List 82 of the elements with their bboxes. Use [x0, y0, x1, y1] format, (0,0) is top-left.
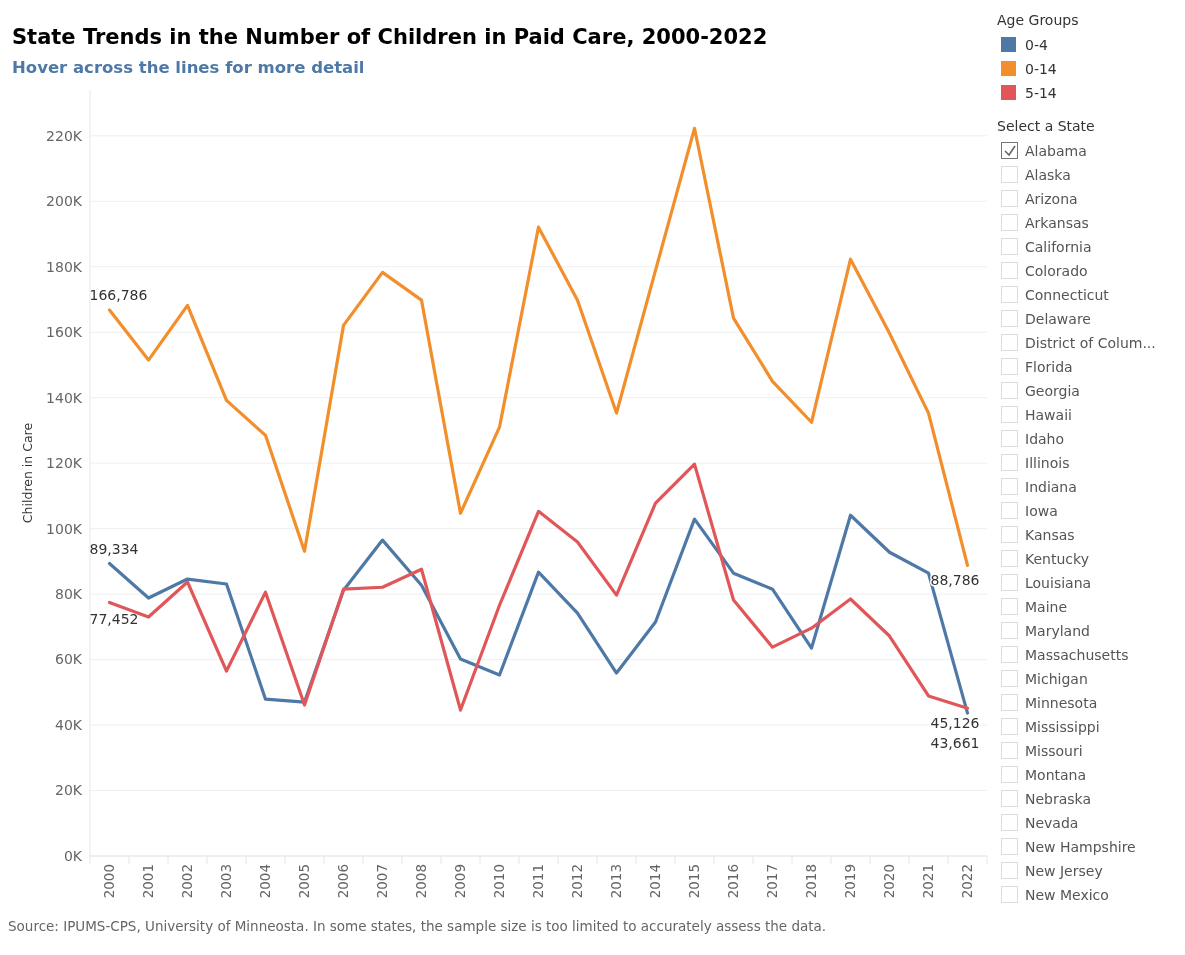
text: District of Colum... — [1025, 334, 1156, 351]
y-tick-label: 180K — [46, 258, 83, 275]
text: Louisiana — [1025, 574, 1092, 591]
source-note: Source: IPUMS-CPS, University of Minneosta. In some states, the sample size is too limited to accurately assess the data. — [8, 918, 827, 934]
text: Maine — [1025, 598, 1068, 615]
x-tick-label: 2004 — [257, 864, 274, 899]
y-tick-label: 160K — [46, 324, 83, 341]
text: Kansas — [1025, 526, 1075, 543]
text: Nebraska — [1025, 790, 1092, 807]
legend-label: 0-14 — [1025, 60, 1057, 77]
text: Connecticut — [1025, 286, 1110, 303]
y-tick-label: 120K — [46, 455, 83, 472]
x-tick-label: 2018 — [803, 864, 820, 899]
text: Colorado — [1025, 262, 1088, 279]
x-tick-label: 2009 — [452, 864, 469, 899]
text: Maryland — [1025, 622, 1090, 639]
x-tick-label: 2001 — [140, 864, 157, 899]
text: Iowa — [1025, 502, 1058, 519]
x-tick-label: 2022 — [959, 864, 976, 899]
text: Idaho — [1025, 430, 1065, 447]
y-tick-label: 140K — [46, 389, 83, 406]
x-tick-label: 2007 — [374, 864, 391, 899]
text: Minnesota — [1025, 694, 1098, 711]
text: Delaware — [1025, 310, 1091, 327]
text: Massachusetts — [1025, 646, 1129, 663]
text: California — [1025, 238, 1092, 255]
x-tick-label: 2017 — [764, 864, 781, 899]
y-axis-title: Children in Care — [20, 422, 35, 524]
chart-subtitle: Hover across the lines for more detail — [12, 58, 365, 77]
x-tick-label: 2002 — [179, 864, 196, 899]
y-tick-label: 220K — [46, 127, 83, 144]
text: New Jersey — [1025, 862, 1103, 879]
x-tick-label: 2010 — [491, 864, 508, 899]
x-tick-label: 2008 — [413, 864, 430, 899]
x-tick-label: 2014 — [647, 864, 664, 899]
text: Montana — [1025, 766, 1087, 783]
y-tick-label: 20K — [55, 782, 83, 799]
x-tick-label: 2011 — [530, 864, 547, 899]
text: Indiana — [1025, 478, 1077, 495]
text: New Mexico — [1025, 886, 1109, 903]
text: Missouri — [1025, 742, 1083, 759]
text: Nevada — [1025, 814, 1079, 831]
data-label: 77,452 — [89, 611, 139, 628]
data-label: 43,661 — [930, 735, 980, 752]
data-label: 166,786 — [89, 287, 148, 304]
text: Alaska — [1025, 166, 1071, 183]
chart-title: State Trends in the Number of Children in Paid Care, 2000-2022 — [12, 25, 768, 49]
y-tick-label: 60K — [55, 651, 83, 668]
legend-label: 5-14 — [1025, 84, 1057, 101]
x-tick-label: 2005 — [296, 864, 313, 899]
y-tick-label: 0K — [63, 847, 83, 864]
y-tick-label: 40K — [55, 716, 83, 733]
x-tick-label: 2016 — [725, 864, 742, 899]
text: Florida — [1025, 358, 1073, 375]
text: Georgia — [1025, 382, 1080, 399]
x-tick-label: 2000 — [101, 864, 118, 899]
x-tick-label: 2015 — [686, 864, 703, 899]
text: Illinois — [1025, 454, 1070, 471]
text: Mississippi — [1025, 718, 1100, 735]
text: Alabama — [1025, 142, 1087, 159]
x-tick-label: 2012 — [569, 864, 586, 899]
data-label: 45,126 — [930, 715, 980, 732]
text: Arizona — [1025, 190, 1078, 207]
x-tick-label: 2019 — [842, 864, 859, 899]
x-tick-label: 2013 — [608, 864, 625, 899]
y-tick-label: 80K — [55, 586, 83, 603]
data-label: 88,786 — [930, 572, 980, 589]
text: Hawaii — [1025, 406, 1072, 423]
x-tick-label: 2006 — [335, 864, 352, 899]
x-tick-label: 2003 — [218, 864, 235, 899]
legend-title: Age Groups — [997, 12, 1079, 28]
text: Select a State — [997, 118, 1095, 134]
x-tick-label: 2021 — [920, 864, 937, 899]
y-tick-label: 200K — [46, 193, 83, 210]
text: New Hampshire — [1025, 838, 1136, 855]
data-label: 89,334 — [89, 540, 139, 557]
text: Arkansas — [1025, 214, 1089, 231]
x-tick-label: 2020 — [881, 864, 898, 899]
legend-label: 0-4 — [1025, 36, 1048, 53]
text: Kentucky — [1025, 550, 1089, 567]
text: Michigan — [1025, 670, 1088, 687]
y-tick-label: 100K — [46, 520, 83, 537]
